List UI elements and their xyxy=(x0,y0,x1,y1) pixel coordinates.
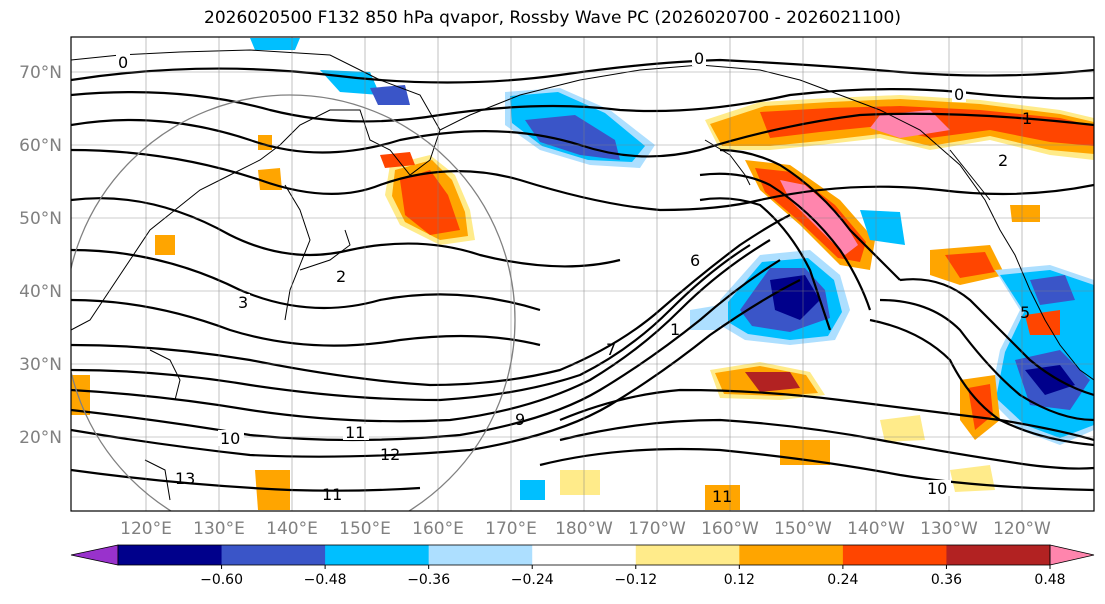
colorbar-tick-label: −0.60 xyxy=(200,572,243,588)
contour-labels: 0 0 0 1 2 2 3 6 7 10 11 12 13 11 10 9 11… xyxy=(116,49,1032,506)
contour-label: 5 xyxy=(1020,303,1030,322)
lon-label: 150°W xyxy=(774,519,832,539)
coastlines xyxy=(71,49,1094,501)
contour-label: 9 xyxy=(515,410,525,429)
lat-label: 70°N xyxy=(19,63,62,83)
colorbar-extend-max xyxy=(1049,544,1095,566)
lon-label: 120°W xyxy=(993,519,1051,539)
contour-label: 10 xyxy=(220,429,240,448)
lon-label: 150°E xyxy=(339,519,391,539)
colorbar-segment xyxy=(428,545,533,565)
plot-frame xyxy=(70,36,1095,512)
lat-label: 20°N xyxy=(19,428,62,448)
colorbar-tick-label: −0.48 xyxy=(304,572,347,588)
colorbar-tick-label: 0.36 xyxy=(931,572,962,588)
colorbar-tick-label: 0.12 xyxy=(724,572,755,588)
colorbar-segment xyxy=(325,545,430,565)
lon-label: 130°W xyxy=(920,519,978,539)
lon-label: 180°W xyxy=(555,519,613,539)
colorbar-segment xyxy=(118,545,223,565)
lon-label: 120°E xyxy=(120,519,172,539)
lon-label: 160°E xyxy=(412,519,464,539)
colorbar-extend-min xyxy=(70,544,119,566)
contour-label: 11 xyxy=(712,487,732,506)
colorbar-segment xyxy=(532,545,637,565)
lat-label: 50°N xyxy=(19,209,62,229)
lat-label: 60°N xyxy=(19,136,62,156)
lon-label: 160°W xyxy=(701,519,759,539)
colorbar-segment xyxy=(842,545,947,565)
contour-label: 7 xyxy=(606,340,616,359)
colorbar-frame xyxy=(117,544,1051,566)
lon-label: 140°W xyxy=(847,519,905,539)
colorbar: −0.60 −0.48 −0.36 −0.24 −0.12 0.12 0.24 0.36 0.4… xyxy=(70,544,1095,588)
colorbar-tick-label: −0.36 xyxy=(407,572,450,588)
contour-label: 0 xyxy=(118,53,128,72)
contour-label: 3 xyxy=(238,293,248,312)
contour-label: 11 xyxy=(345,423,365,442)
colorbar-tick-label: −0.24 xyxy=(511,572,554,588)
map-title: 2026020500 F132 850 hPa qvapor, Rossby W… xyxy=(204,8,901,28)
lon-label: 140°E xyxy=(266,519,318,539)
lon-label: 130°E xyxy=(193,519,245,539)
contour-label: 0 xyxy=(694,49,704,68)
contour-label: 11 xyxy=(322,485,342,504)
rossby-wave-circle xyxy=(71,94,516,511)
lat-label: 40°N xyxy=(19,282,62,302)
gridlines xyxy=(71,37,1094,511)
colorbar-segment xyxy=(946,545,1051,565)
contour-label: 6 xyxy=(690,251,700,270)
contour-label: 13 xyxy=(175,469,195,488)
colorbar-tick-label: 0.48 xyxy=(1034,572,1065,588)
contour-label: 12 xyxy=(380,445,400,464)
contour-label: 10 xyxy=(927,479,947,498)
contour-label: 2 xyxy=(998,151,1008,170)
colorbar-tick-label: 0.24 xyxy=(827,572,858,588)
contour-label: 1 xyxy=(670,320,680,339)
lat-label: 30°N xyxy=(19,355,62,375)
contour-label: 0 xyxy=(954,85,964,104)
colorbar-tick-label: −0.12 xyxy=(614,572,657,588)
lon-label: 170°W xyxy=(628,519,686,539)
lon-label: 170°E xyxy=(485,519,537,539)
colorbar-segment xyxy=(221,545,326,565)
colorbar-segment xyxy=(739,545,844,565)
contour-label: 1 xyxy=(1022,109,1032,128)
latitude-labels: 70°N 60°N 50°N 40°N 30°N 20°N xyxy=(19,63,62,448)
colorbar-segment xyxy=(635,545,740,565)
contour-label: 2 xyxy=(336,267,346,286)
longitude-labels: 120°E 130°E 140°E 150°E 160°E 170°E 180°… xyxy=(120,519,1051,539)
